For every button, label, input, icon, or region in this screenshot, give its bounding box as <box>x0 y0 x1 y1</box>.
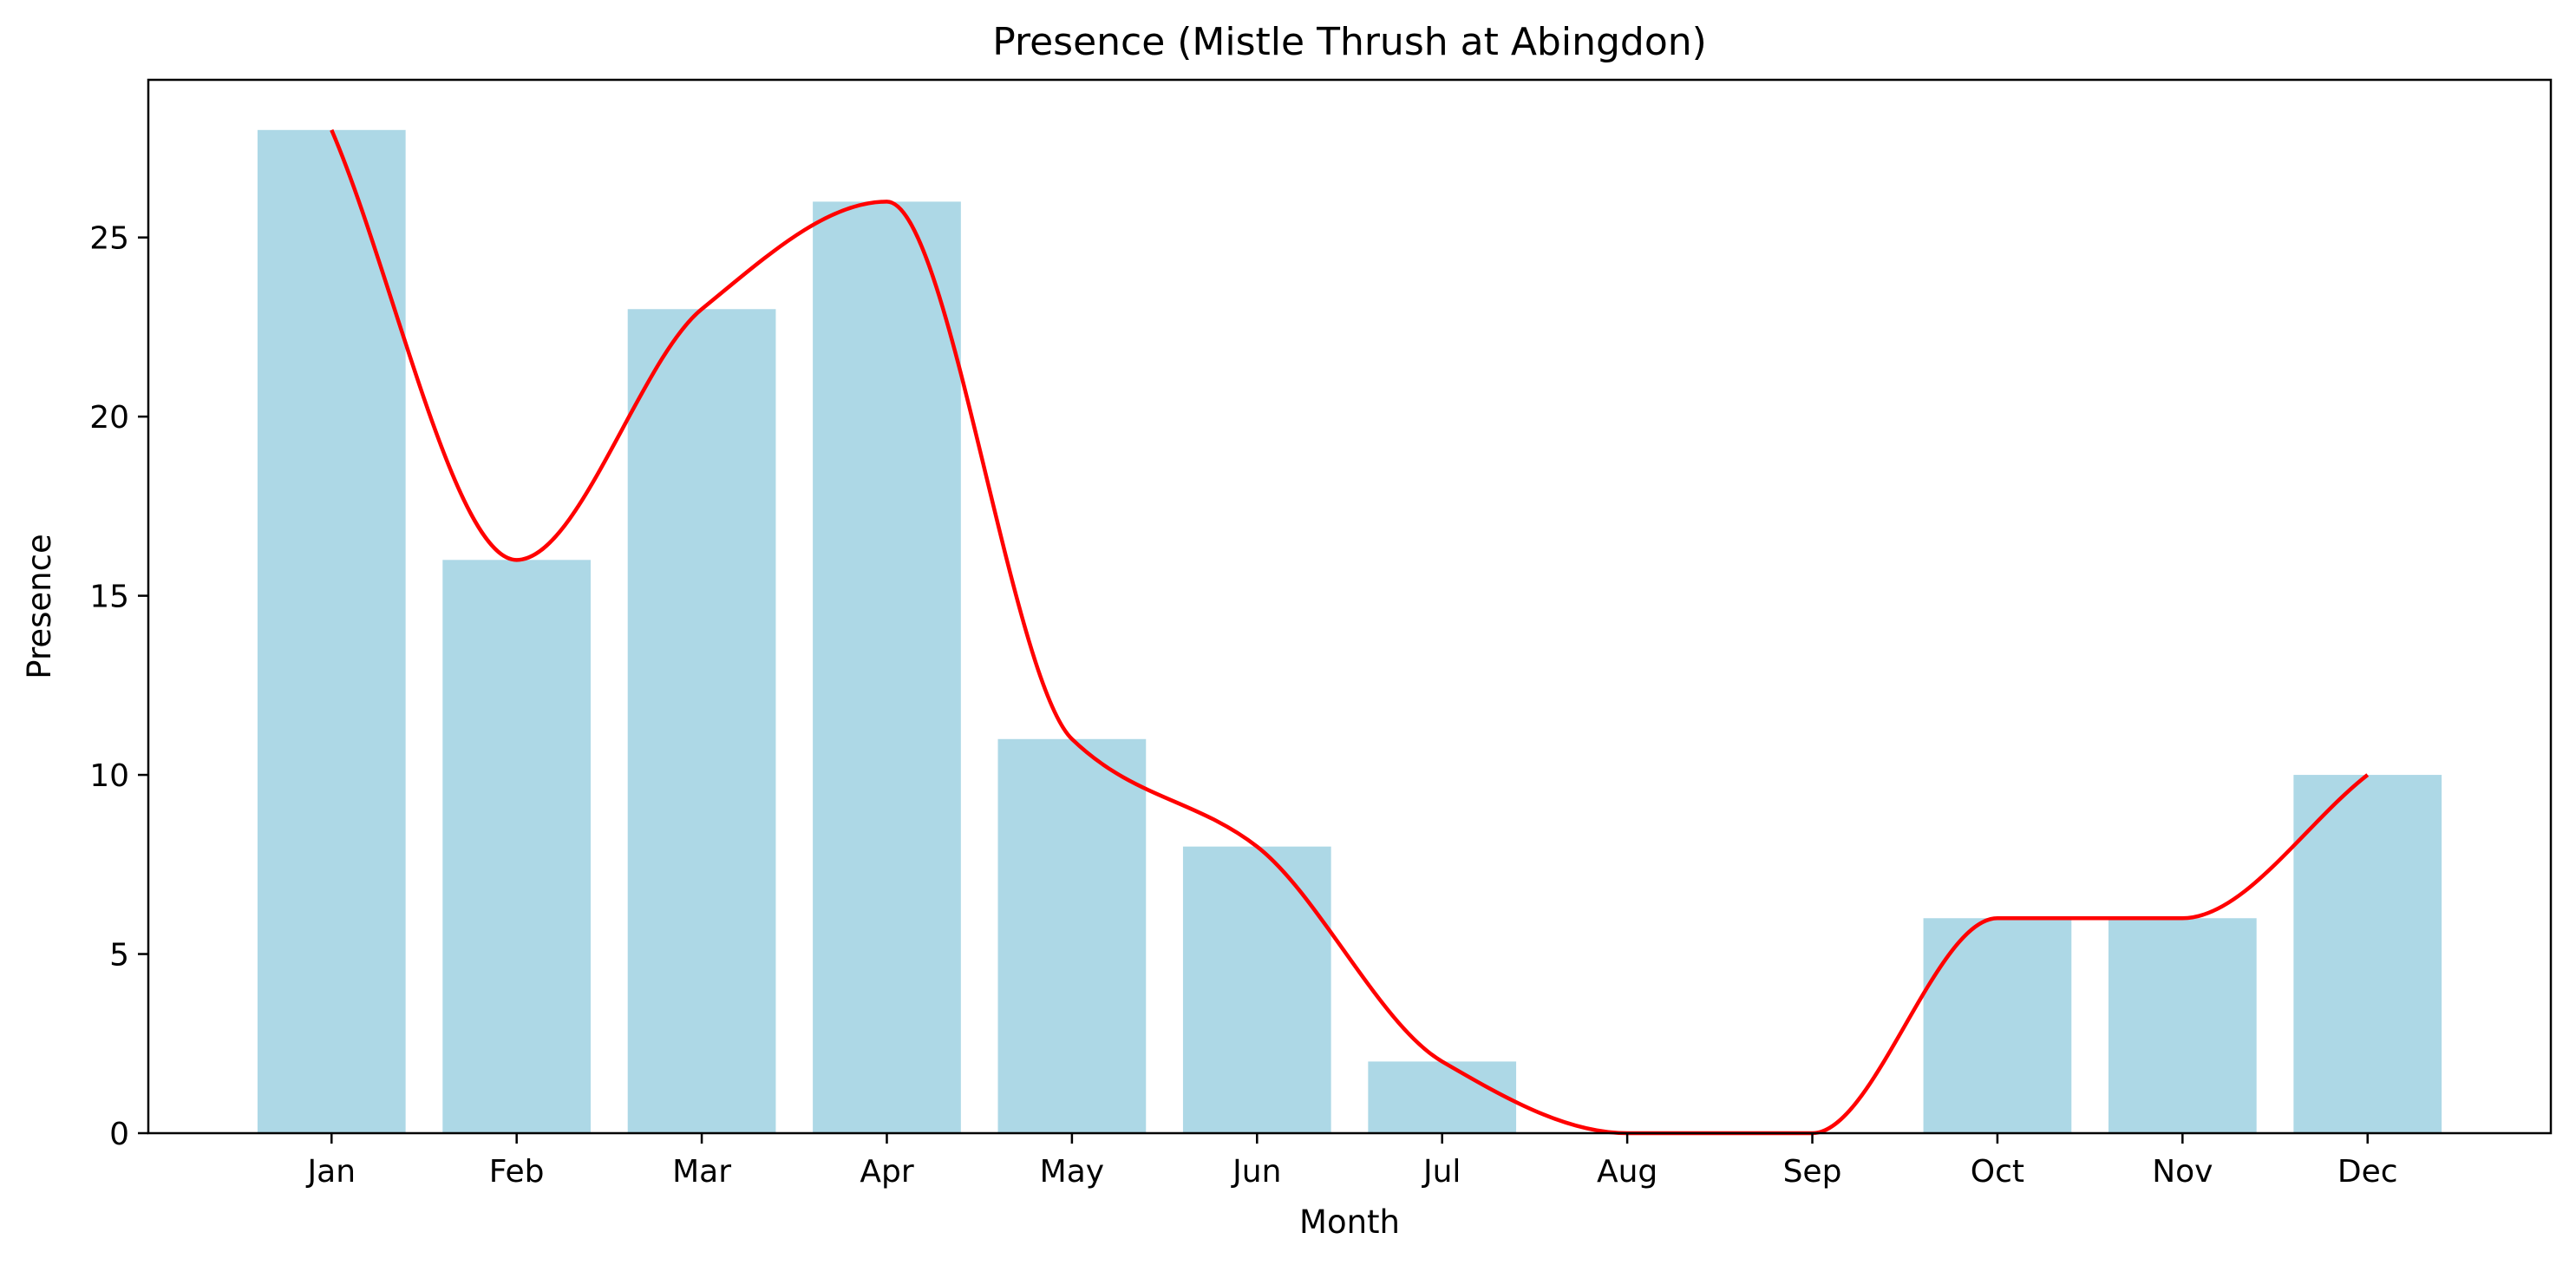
bar-oct <box>1923 918 2072 1133</box>
y-tick-label-10: 10 <box>89 758 129 794</box>
bar-jul <box>1368 1061 1517 1133</box>
x-tick-label-oct: Oct <box>1971 1154 2024 1190</box>
y-tick-label-25: 25 <box>89 221 129 257</box>
y-axis-ticks: 0 5 10 15 20 25 <box>89 221 148 1152</box>
bar-nov <box>2108 918 2257 1133</box>
y-axis-title: Presence <box>21 534 58 679</box>
x-tick-label-dec: Dec <box>2337 1154 2398 1190</box>
x-tick-label-jan: Jan <box>306 1154 356 1190</box>
y-tick-label-0: 0 <box>109 1117 129 1152</box>
plot-frame <box>147 78 2553 1135</box>
x-axis-ticks: Jan Feb Mar Apr May Jun Jul Aug Sep Oct Nov Dec <box>306 1133 2398 1190</box>
bar-feb <box>442 560 592 1133</box>
x-tick-label-sep: Sep <box>1783 1154 1842 1190</box>
bar-may <box>997 738 1147 1133</box>
x-tick-label-jul: Jul <box>1422 1154 1461 1190</box>
bar-jan <box>257 129 406 1133</box>
bars-layer <box>257 129 2442 1134</box>
x-axis-title: Month <box>1299 1203 1400 1241</box>
x-tick-label-feb: Feb <box>489 1154 545 1190</box>
trend-line <box>330 128 2370 1136</box>
chart-title: Presence (Mistle Thrush at Abingdon) <box>992 20 1707 64</box>
x-tick-label-nov: Nov <box>2152 1154 2213 1190</box>
y-tick-label-20: 20 <box>89 400 129 436</box>
x-tick-label-may: May <box>1040 1154 1104 1190</box>
bar-apr <box>813 201 961 1134</box>
line-layer <box>330 128 2370 1136</box>
y-tick-label-5: 5 <box>109 938 129 974</box>
bar-mar <box>627 309 776 1133</box>
x-tick-label-aug: Aug <box>1597 1154 1657 1190</box>
y-tick-label-15: 15 <box>89 580 129 615</box>
x-tick-label-apr: Apr <box>860 1154 913 1190</box>
x-tick-label-jun: Jun <box>1231 1154 1281 1190</box>
x-tick-label-mar: Mar <box>672 1154 731 1190</box>
bar-jun <box>1182 846 1331 1133</box>
bar-dec <box>2293 775 2442 1133</box>
